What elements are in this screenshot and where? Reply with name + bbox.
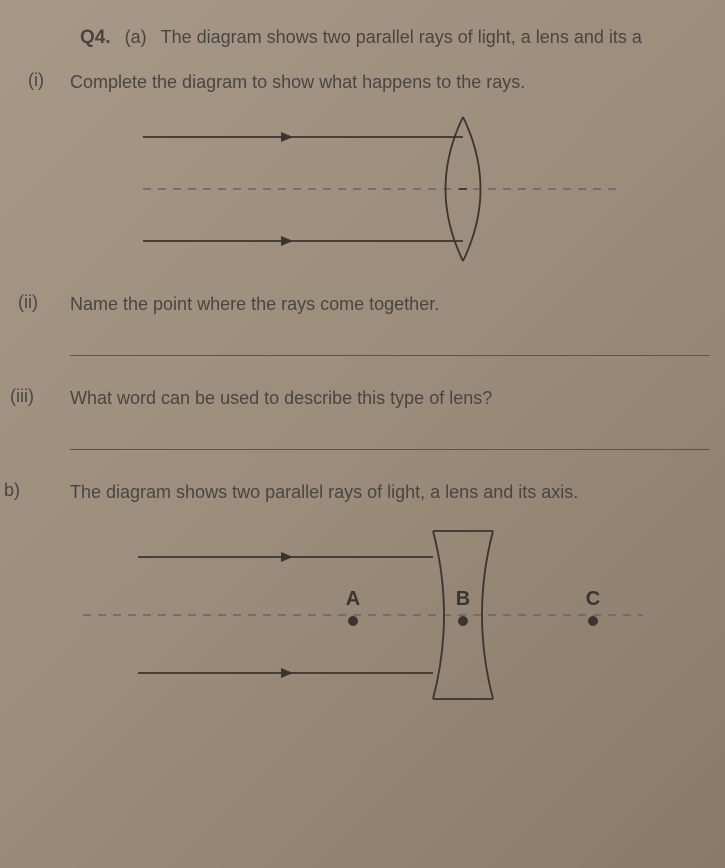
q4-header: Q4. (a) The diagram shows two parallel r… bbox=[0, 25, 725, 52]
point-a-dot bbox=[348, 616, 358, 626]
iii-label: (iii) bbox=[0, 386, 70, 407]
point-c-dot bbox=[588, 616, 598, 626]
ii-text: Name the point where the rays come toget… bbox=[70, 292, 725, 317]
q4-iii: (iii) What word can be used to describe … bbox=[0, 386, 725, 411]
part-a-label: (a) bbox=[125, 25, 147, 50]
point-a-label: A bbox=[345, 588, 359, 610]
point-b-dot bbox=[458, 616, 468, 626]
part-a-text: The diagram shows two parallel rays of l… bbox=[161, 25, 720, 50]
b-text: The diagram shows two parallel rays of l… bbox=[70, 480, 725, 505]
q4-ii: (ii) Name the point where the rays come … bbox=[0, 292, 725, 317]
concave-lens-svg: A B C bbox=[83, 523, 643, 708]
q4-b: b) The diagram shows two parallel rays o… bbox=[0, 480, 725, 505]
q4-label: Q4. bbox=[80, 25, 111, 52]
diagram-convex-lens bbox=[0, 107, 725, 272]
ii-label: (ii) bbox=[0, 292, 70, 313]
answer-line-ii bbox=[70, 355, 710, 356]
answer-line-iii bbox=[70, 449, 710, 450]
i-label: (i) bbox=[0, 70, 70, 91]
convex-lens-svg bbox=[103, 107, 623, 272]
b-label: b) bbox=[0, 480, 70, 501]
point-c-label: C bbox=[585, 588, 599, 610]
q4-i: (i) Complete the diagram to show what ha… bbox=[0, 70, 725, 95]
diagram-concave-lens: A B C bbox=[0, 523, 725, 708]
point-b-label: B bbox=[455, 588, 469, 610]
i-text: Complete the diagram to show what happen… bbox=[70, 70, 725, 95]
iii-text: What word can be used to describe this t… bbox=[70, 386, 725, 411]
